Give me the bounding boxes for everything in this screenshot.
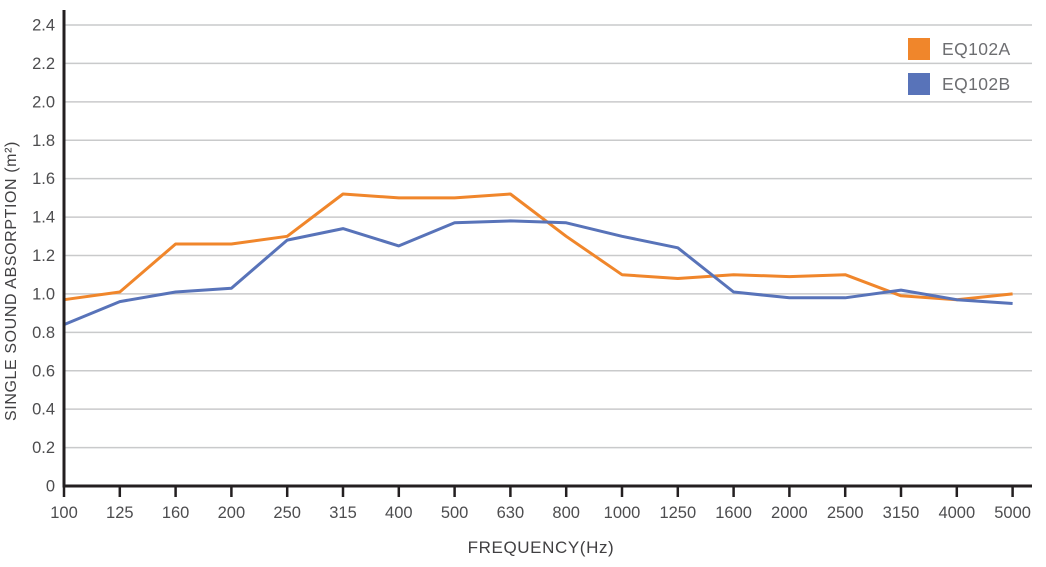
x-tick-label: 1600 (715, 504, 752, 522)
x-tick-label: 500 (441, 504, 469, 522)
y-tick-label: 2.0 (32, 93, 55, 111)
y-tick-label: 1.6 (32, 170, 55, 188)
y-tick-label: 0 (46, 478, 55, 496)
legend: EQ102A EQ102B (908, 38, 1011, 95)
x-tick-label: 250 (273, 504, 301, 522)
x-tick-label: 200 (218, 504, 246, 522)
y-tick-labels: 0 0.2 0.4 0.6 0.8 1.0 1.2 1.4 1.6 1.8 2.0 2.2 2.4 (32, 17, 55, 496)
x-tick-label: 400 (385, 504, 413, 522)
legend-label-eq102a: EQ102A (942, 38, 1011, 59)
legend-label-eq102b: EQ102B (942, 73, 1011, 94)
x-axis-title: FREQUENCY(Hz) (468, 538, 615, 557)
y-tick-label: 2.4 (32, 17, 55, 35)
y-tick-label: 2.2 (32, 55, 55, 73)
x-tick-label: 5000 (994, 504, 1031, 522)
y-axis-title: SINGLE SOUND ABSORPTION (m²) (3, 141, 20, 421)
x-tick-label: 315 (329, 504, 357, 522)
series-line-eq102b (63, 219, 1013, 326)
x-tick-label: 3150 (883, 504, 920, 522)
axis-ticks (62, 487, 1014, 497)
x-tick-label: 2500 (827, 504, 864, 522)
data-series (63, 192, 1013, 326)
legend-swatch-eq102a (908, 38, 930, 60)
axes (62, 10, 1032, 488)
x-tick-label: 630 (497, 504, 525, 522)
x-tick-label: 1250 (659, 504, 696, 522)
x-tick-labels: 100 125 160 200 250 315 400 500 630 800 1000 1250 16… (50, 504, 1031, 522)
y-tick-label: 0.6 (32, 362, 55, 380)
x-tick-label: 4000 (938, 504, 975, 522)
x-tick-label: 100 (50, 504, 78, 522)
legend-item-eq102a: EQ102A (908, 38, 1011, 60)
gridlines (64, 24, 1032, 449)
y-tick-label: 1.0 (32, 285, 55, 303)
y-tick-label: 0.8 (32, 324, 55, 342)
y-tick-label: 1.2 (32, 247, 55, 265)
legend-swatch-eq102b (908, 73, 930, 95)
x-tick-label: 160 (162, 504, 190, 522)
x-tick-label: 800 (552, 504, 580, 522)
x-tick-label: 125 (106, 504, 134, 522)
series-line-eq102a (63, 192, 1013, 302)
legend-item-eq102b: EQ102B (908, 73, 1011, 95)
y-tick-label: 1.4 (32, 209, 55, 227)
y-tick-label: 0.2 (32, 439, 55, 457)
x-tick-label: 2000 (771, 504, 808, 522)
x-tick-label: 1000 (604, 504, 641, 522)
y-tick-label: 0.4 (32, 401, 55, 419)
y-tick-label: 1.8 (32, 132, 55, 150)
